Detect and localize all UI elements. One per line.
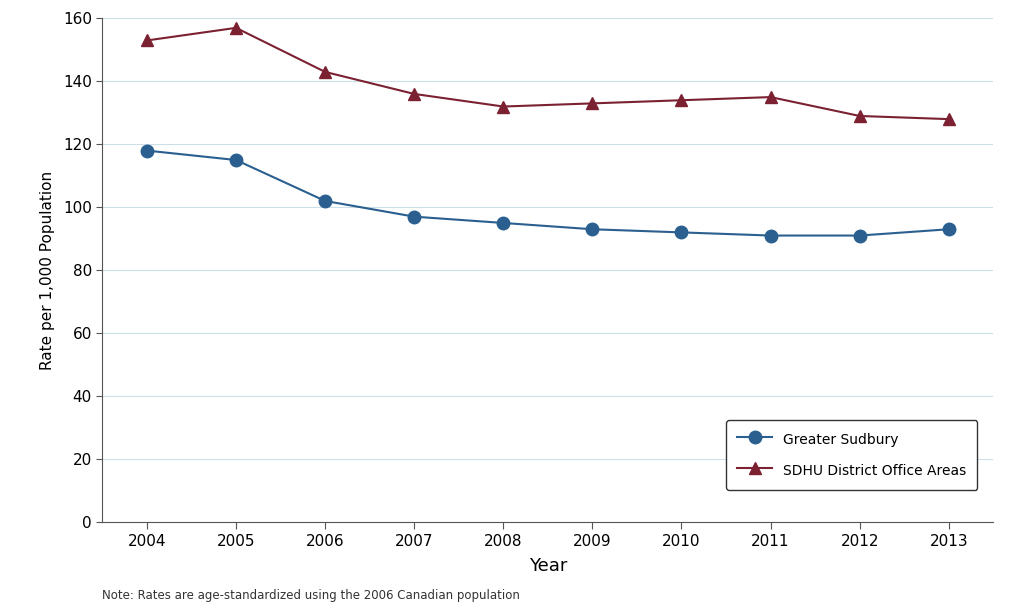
Legend: Greater Sudbury, SDHU District Office Areas: Greater Sudbury, SDHU District Office Ar…	[726, 420, 978, 490]
Y-axis label: Rate per 1,000 Population: Rate per 1,000 Population	[40, 171, 54, 370]
X-axis label: Year: Year	[528, 557, 567, 575]
Text: Note: Rates are age-standardized using the 2006 Canadian population: Note: Rates are age-standardized using t…	[102, 589, 520, 602]
